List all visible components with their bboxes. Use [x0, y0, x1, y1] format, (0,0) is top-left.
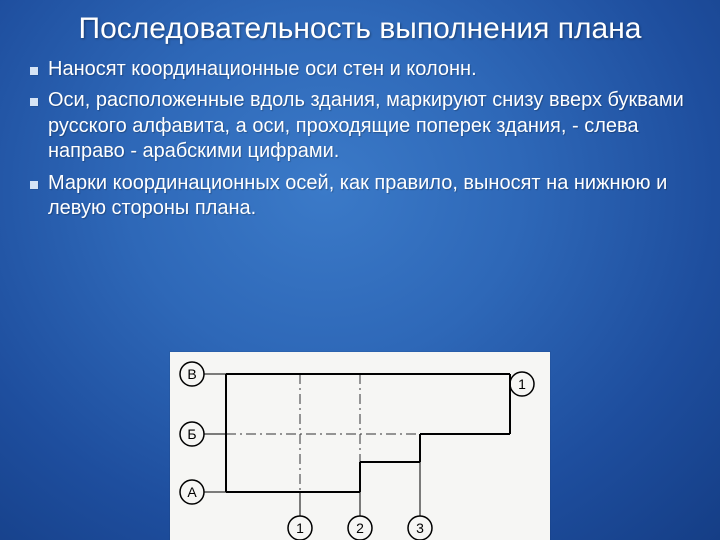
slide-body: Наносят координационные оси стен и колон…: [0, 57, 720, 223]
svg-text:В: В: [187, 366, 196, 382]
slide-title: Последовательность выполнения плана: [0, 0, 720, 57]
svg-text:1: 1: [296, 520, 304, 536]
svg-text:3: 3: [416, 520, 424, 536]
svg-text:А: А: [187, 484, 197, 500]
slide: Последовательность выполнения плана Нано…: [0, 0, 720, 540]
bullet-list: Наносят координационные оси стен и колон…: [28, 57, 696, 223]
svg-text:1: 1: [518, 376, 526, 392]
bullet-item: Марки координационных осей, как правило,…: [28, 171, 696, 222]
svg-text:2: 2: [356, 520, 364, 536]
bullet-item: Оси, расположенные вдоль здания, маркиру…: [28, 88, 696, 165]
bullet-item: Наносят координационные оси стен и колон…: [28, 57, 696, 83]
svg-text:Б: Б: [187, 426, 196, 442]
axes-diagram: В Б А 1 2 3 1: [170, 352, 550, 540]
